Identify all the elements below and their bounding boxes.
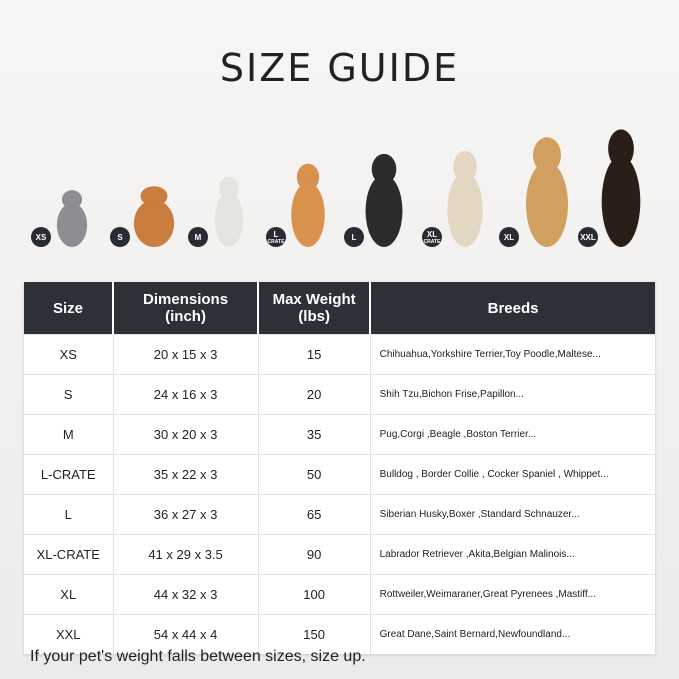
table-row: L-CRATE 35 x 22 x 3 50 Bulldog , Border Col… xyxy=(24,454,655,495)
breeds-cell: Great Dane,Saint Bernard,Newfoundland... xyxy=(370,614,655,654)
dimensions-cell: 35 x 22 x 3 xyxy=(113,454,259,495)
dimensions-cell: 41 x 29 x 3.5 xyxy=(113,534,259,575)
size-cell: M xyxy=(24,414,114,455)
size-cell: XL xyxy=(24,574,114,615)
size-badge: L xyxy=(344,227,364,247)
max-weight-cell: 35 xyxy=(258,414,371,455)
size-badge: S xyxy=(110,227,130,247)
breeds-cell: Chihuahua,Yorkshire Terrier,Toy Poodle,M… xyxy=(370,334,655,375)
size-badge: M xyxy=(188,227,208,247)
pomeranian-image xyxy=(130,185,178,247)
size-cell: S xyxy=(24,374,114,415)
doberman-image xyxy=(598,127,644,247)
page-title: SIZE GUIDE xyxy=(219,46,460,90)
size-cell: XS xyxy=(24,334,114,375)
badge-label: L xyxy=(273,229,279,239)
dimensions-cell: 20 x 15 x 3 xyxy=(113,334,259,375)
table-row: M 30 x 20 x 3 35 Pug,Corgi ,Beagle ,Boston … xyxy=(24,414,655,455)
max-weight-cell: 15 xyxy=(258,334,371,375)
size-note: If your pet's weight falls between sizes… xyxy=(30,648,366,665)
badge-label: L xyxy=(351,232,357,242)
max-weight-cell: 150 xyxy=(258,614,371,654)
table-row: S 24 x 16 x 3 20 Shih Tzu,Bichon Frise,Papi… xyxy=(24,374,655,415)
column-header: Size xyxy=(24,282,114,335)
column-header: Breeds xyxy=(370,282,655,335)
breeds-cell: Pug,Corgi ,Beagle ,Boston Terrier... xyxy=(370,414,655,455)
size-cell: L xyxy=(24,494,114,535)
max-weight-cell: 50 xyxy=(258,454,371,495)
table-row: XL-CRATE 41 x 29 x 3.5 90 Labrador Retrieve… xyxy=(24,534,655,575)
breeds-cell: Shih Tzu,Bichon Frise,Papillon... xyxy=(370,374,655,415)
table-row: XS 20 x 15 x 3 15 Chihuahua,Yorkshire Terri… xyxy=(24,334,655,375)
size-cell: XXL xyxy=(24,614,114,654)
table-row: L 36 x 27 x 3 65 Siberian Husky,Boxer ,Stan… xyxy=(24,494,655,535)
breeds-cell: Siberian Husky,Boxer ,Standard Schnauzer… xyxy=(370,494,655,535)
column-header: Max Weight (lbs) xyxy=(258,282,372,335)
size-badge: XL CRATE xyxy=(422,227,442,247)
size-table: Size Dimensions (inch) Max Weight (lbs) Bre… xyxy=(24,282,655,654)
size-badge: XS xyxy=(31,227,51,247)
french-bulldog-image xyxy=(212,175,246,247)
shiba-inu-image xyxy=(288,162,328,247)
max-weight-cell: 65 xyxy=(258,494,371,535)
border-collie-image xyxy=(362,152,406,247)
dimensions-cell: 24 x 16 x 3 xyxy=(113,374,259,415)
breeds-cell: Labrador Retriever ,Akita,Belgian Malino… xyxy=(370,534,655,575)
badge-sublabel: CRATE xyxy=(423,238,441,245)
badge-sublabel: CRATE xyxy=(267,238,285,245)
dimensions-cell: 30 x 20 x 3 xyxy=(113,414,259,455)
dimensions-cell: 44 x 32 x 3 xyxy=(113,574,259,615)
badge-label: S xyxy=(117,232,123,242)
badge-label: XL xyxy=(426,229,438,239)
badge-label: M xyxy=(194,232,202,242)
max-weight-cell: 20 xyxy=(258,374,371,415)
breeds-cell: Bulldog , Border Collie , Cocker Spaniel… xyxy=(370,454,655,495)
labrador-image xyxy=(444,149,486,247)
size-badge: L CRATE xyxy=(266,227,286,247)
size-badge: XL xyxy=(499,227,519,247)
table-row: XL 44 x 32 x 3 100 Rottweiler,Weimaraner,Gr… xyxy=(24,574,655,615)
dimensions-cell: 36 x 27 x 3 xyxy=(113,494,259,535)
size-cell: XL-CRATE xyxy=(24,534,114,575)
cat-image xyxy=(54,189,90,247)
dimensions-cell: 54 x 44 x 4 xyxy=(113,614,259,654)
table-row: XXL 54 x 44 x 4 150 Great Dane,Saint Bernar… xyxy=(24,614,655,654)
column-header: Dimensions (inch) xyxy=(113,282,260,335)
golden-retriever-image xyxy=(522,135,572,247)
size-badge: XXL xyxy=(578,227,598,247)
max-weight-cell: 90 xyxy=(258,534,371,575)
max-weight-cell: 100 xyxy=(258,574,371,615)
size-cell: L-CRATE xyxy=(24,454,114,495)
badge-label: XL xyxy=(503,232,515,242)
breeds-cell: Rottweiler,Weimaraner,Great Pyrenees ,Ma… xyxy=(370,574,655,615)
badge-label: XXL xyxy=(580,232,596,242)
header-row: Size Dimensions (inch) Max Weight (lbs) Bre… xyxy=(24,282,655,335)
badge-label: XS xyxy=(35,232,47,242)
